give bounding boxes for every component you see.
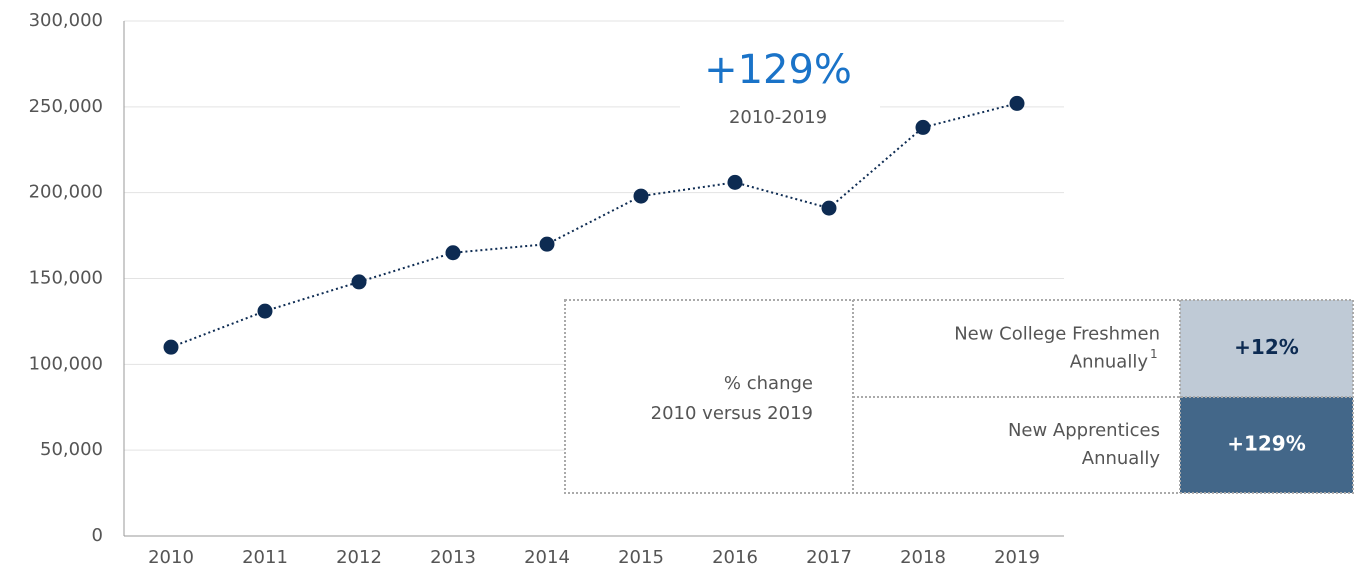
y-tick-label: 200,000 [29, 182, 103, 203]
y-tick-label: 300,000 [29, 10, 103, 31]
marker [821, 200, 837, 216]
x-tick-label: 2014 [524, 547, 570, 568]
x-tick-label: 2010 [148, 547, 194, 568]
x-tick-label: 2013 [430, 547, 476, 568]
row-label: Annually [1070, 352, 1149, 373]
x-tick-label: 2015 [618, 547, 664, 568]
y-tick-label: 100,000 [29, 353, 103, 374]
y-tick-label: 0 [92, 525, 103, 546]
y-tick-label: 150,000 [29, 268, 103, 289]
marker [351, 274, 367, 290]
row-label: New Apprentices [1008, 420, 1160, 441]
line [170, 102, 1018, 349]
x-tick-label: 2018 [900, 547, 946, 568]
annotation-box [680, 45, 880, 145]
marker [163, 339, 179, 355]
table-header: % change [724, 373, 813, 394]
table-border [564, 299, 1354, 494]
x-tick-label: 2019 [994, 547, 1040, 568]
marker [915, 119, 931, 135]
y-tick-label: 250,000 [29, 96, 103, 117]
marker [539, 236, 555, 252]
annotation-value: +129% [704, 47, 852, 93]
value-cell [1180, 397, 1353, 493]
row-value: +12% [1234, 335, 1299, 359]
marker [1009, 95, 1025, 111]
row-value: +129% [1227, 432, 1306, 456]
x-tick-label: 2016 [712, 547, 758, 568]
marker [727, 174, 743, 190]
row-label: Annually [1082, 448, 1161, 469]
y-tick-label: 50,000 [40, 439, 103, 460]
row-note: 1 [1150, 347, 1158, 361]
marker [257, 303, 273, 319]
x-tick-label: 2017 [806, 547, 852, 568]
marker [445, 245, 461, 261]
value-cell [1180, 300, 1353, 397]
table-header: 2010 versus 2019 [651, 403, 813, 424]
x-tick-label: 2011 [242, 547, 288, 568]
row-label: New College Freshmen [954, 324, 1160, 345]
x-tick-label: 2012 [336, 547, 382, 568]
marker [633, 188, 649, 204]
annotation-period: 2010-2019 [729, 107, 827, 128]
